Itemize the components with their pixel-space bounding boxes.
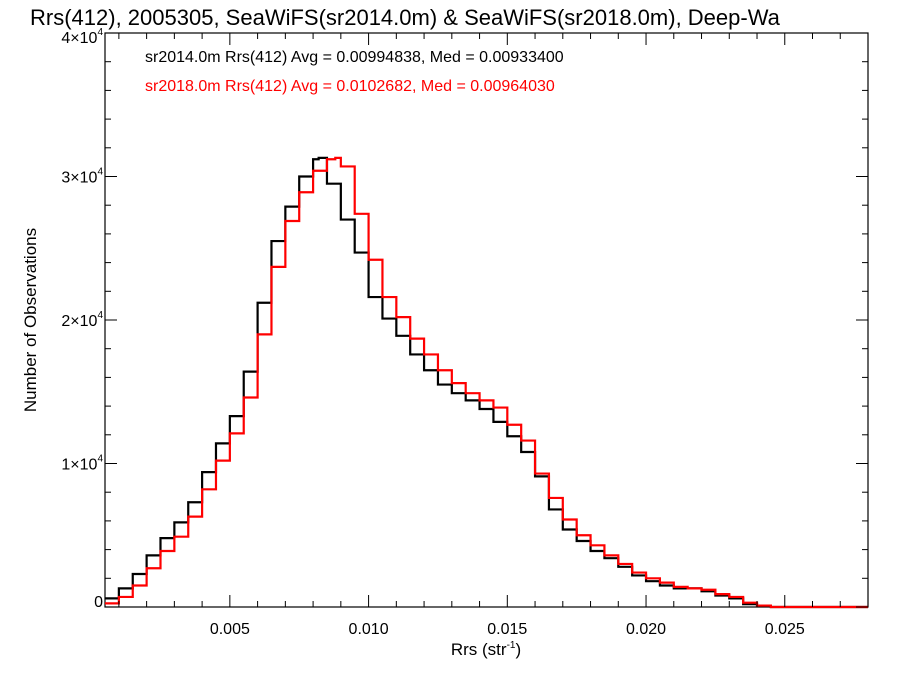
y-tick-label: 3×104	[61, 167, 103, 187]
y-tick-label: 1×104	[61, 454, 103, 474]
x-axis: 0.005 0.010 0.015 0.020 0.025	[118, 33, 869, 638]
x-axis-label: Rrs (str-1)	[451, 640, 521, 659]
series-line-1	[105, 156, 868, 609]
x-tick-label: 0.020	[626, 621, 666, 638]
x-tick-label: 0.010	[349, 621, 389, 638]
y-axis: 0 1×104 2×104 3×104 4×104	[61, 27, 868, 611]
y-tick-label: 0	[94, 594, 103, 611]
chart-title: Rrs(412), 2005305, SeaWiFS(sr2014.0m) & …	[30, 5, 781, 30]
annotation-black: sr2014.0m Rrs(412) Avg = 0.00994838, Med…	[145, 49, 564, 66]
x-tick-label: 0.005	[210, 621, 250, 638]
plot-frame	[104, 32, 869, 608]
x-axis-label-end: )	[515, 640, 521, 659]
series-layer	[105, 156, 868, 609]
annotation-red: sr2018.0m Rrs(412) Avg = 0.0102682, Med …	[145, 78, 555, 95]
x-tick-label: 0.025	[765, 621, 805, 638]
y-tick-label: 4×104	[61, 27, 103, 47]
x-axis-label-exponent: -1	[507, 640, 516, 651]
x-axis-label-main: Rrs (str	[451, 640, 507, 659]
series-line-0	[105, 156, 868, 609]
y-tick-label: 2×104	[61, 310, 103, 330]
x-tick-label: 0.015	[487, 621, 527, 638]
y-axis-label: Number of Observations	[21, 228, 40, 412]
